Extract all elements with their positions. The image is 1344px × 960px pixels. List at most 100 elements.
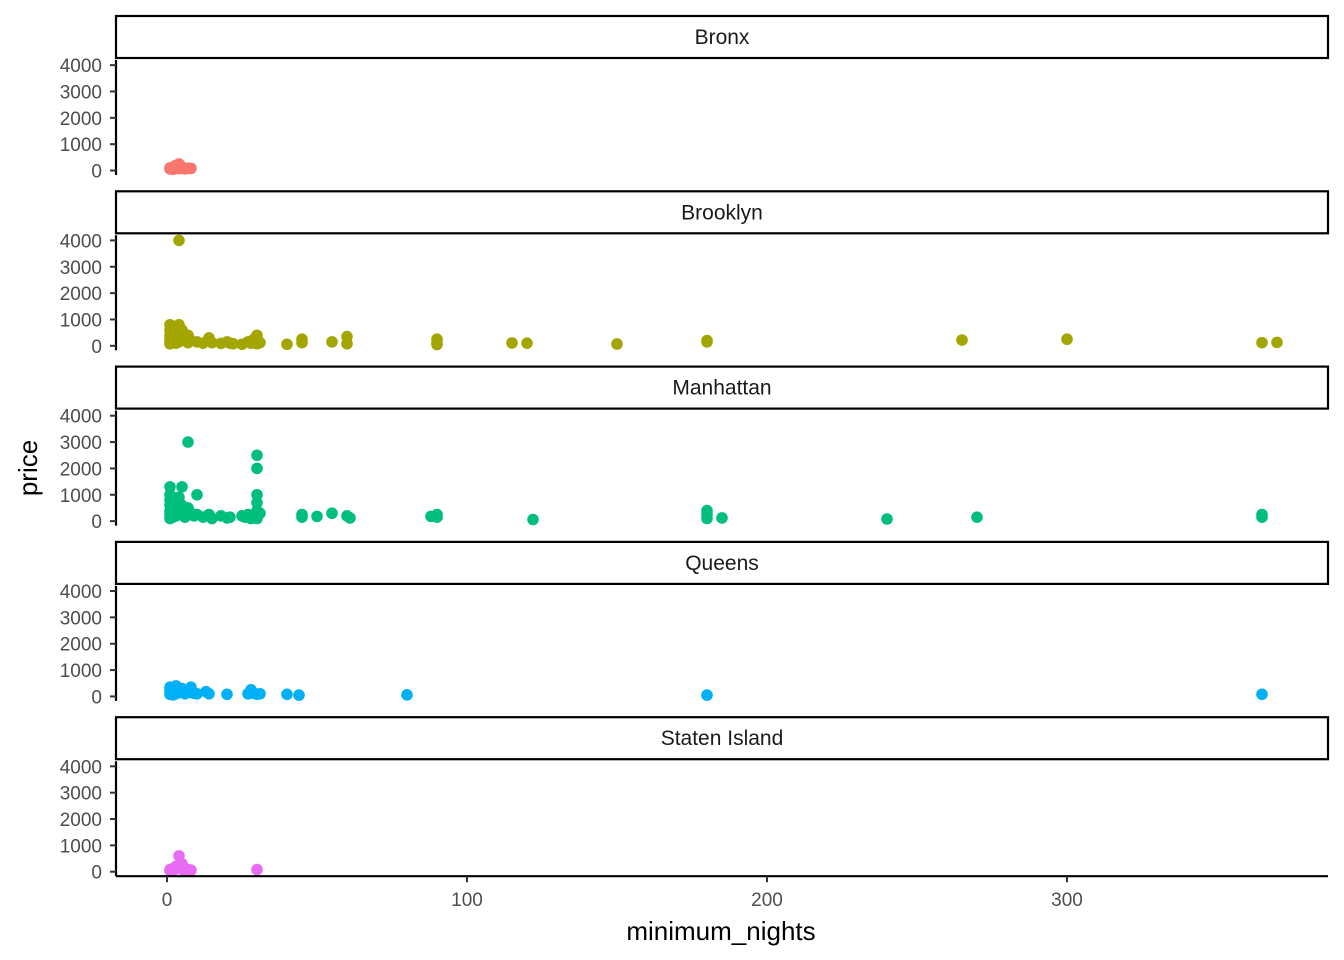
data-points-brooklyn <box>164 234 1283 351</box>
facet-panel-manhattan: Manhattan 0 1000 2000 3000 4000 <box>60 365 1330 533</box>
x-tick-label: 0 <box>162 890 173 911</box>
data-point <box>521 337 533 349</box>
x-tick-label: 200 <box>751 890 783 911</box>
data-point <box>431 338 443 351</box>
y-tick-label: 3000 <box>60 258 102 279</box>
data-point <box>701 689 713 701</box>
data-point <box>176 481 188 493</box>
data-point <box>344 512 356 524</box>
y-tick-label: 1000 <box>60 836 102 857</box>
data-point <box>701 336 713 348</box>
data-point <box>281 338 293 351</box>
data-points-queens <box>164 680 1268 701</box>
y-tick-label: 1000 <box>60 661 102 682</box>
data-point <box>254 336 266 349</box>
data-point <box>611 338 623 350</box>
facet-strip <box>114 540 1330 586</box>
data-point <box>341 337 353 350</box>
data-point <box>1061 333 1073 346</box>
facet-panel-staten-island: Staten Island 0 1000 2000 3000 4000 <box>60 716 1330 884</box>
x-axis: 0 100 200 300 <box>116 875 1328 911</box>
data-point <box>296 336 308 349</box>
y-tick-label: 0 <box>91 512 102 533</box>
data-point <box>326 507 338 520</box>
data-point <box>281 688 293 701</box>
data-point <box>701 512 713 525</box>
x-axis-title: minimum_nights <box>626 916 815 946</box>
y-tick-label: 2000 <box>60 284 102 305</box>
data-point <box>956 334 968 346</box>
y-tick-label: 4000 <box>60 407 102 428</box>
data-point <box>191 687 203 700</box>
facet-strip <box>114 716 1330 761</box>
data-point <box>191 488 203 501</box>
data-point <box>506 337 518 349</box>
data-point <box>185 864 197 876</box>
y-tick-label: 2000 <box>60 810 102 831</box>
data-point <box>182 436 194 448</box>
data-point <box>881 513 893 525</box>
data-point <box>206 336 218 349</box>
data-point <box>254 687 266 700</box>
data-point <box>227 337 239 350</box>
facet-strip-label: Brooklyn <box>681 201 763 224</box>
data-point <box>224 511 236 523</box>
data-point <box>221 688 233 701</box>
y-tick-label: 3000 <box>60 784 102 805</box>
data-point <box>203 687 215 700</box>
y-tick-label: 4000 <box>60 582 102 603</box>
facet-panels: Bronx 0 1000 2000 3000 4000 Brooklyn 0 1000 2000 3… <box>60 14 1330 884</box>
data-points-bronx <box>164 158 197 176</box>
y-tick-label: 0 <box>91 337 102 358</box>
data-point <box>296 511 308 523</box>
y-tick-label: 4000 <box>60 56 102 77</box>
data-point <box>1256 688 1268 701</box>
facet-panel-brooklyn: Brooklyn 0 1000 2000 3000 4000 <box>60 190 1330 358</box>
y-tick-label: 3000 <box>60 608 102 629</box>
y-tick-label: 3000 <box>60 433 102 454</box>
data-point <box>1256 336 1268 349</box>
facet-strip <box>114 14 1330 60</box>
facet-strip-label: Bronx <box>695 26 750 49</box>
facet-panel-bronx: Bronx 0 1000 2000 3000 4000 <box>60 14 1330 183</box>
facet-strip <box>114 190 1330 235</box>
data-point <box>716 512 728 524</box>
data-point <box>251 863 263 876</box>
y-tick-label: 4000 <box>60 231 102 252</box>
y-tick-label: 2000 <box>60 459 102 480</box>
y-tick-label: 0 <box>91 162 102 183</box>
data-points-manhattan <box>164 436 1268 526</box>
data-point <box>293 689 305 701</box>
data-point <box>1256 511 1268 523</box>
data-point <box>1271 336 1283 349</box>
facet-strip <box>114 365 1330 410</box>
y-tick-label: 1000 <box>60 486 102 507</box>
y-tick-label: 0 <box>91 863 102 884</box>
data-point <box>251 449 263 462</box>
data-point <box>971 511 983 523</box>
facet-strip-label: Queens <box>685 552 759 575</box>
x-tick-label: 100 <box>451 890 483 911</box>
data-point <box>254 507 266 520</box>
facet-strip-label: Manhattan <box>672 377 771 400</box>
data-point <box>185 162 197 175</box>
data-point <box>431 511 443 523</box>
y-tick-label: 1000 <box>60 310 102 331</box>
data-point <box>173 234 185 247</box>
data-point <box>527 513 539 526</box>
data-point <box>206 512 218 525</box>
facet-panel-queens: Queens 0 1000 2000 3000 4000 <box>60 540 1330 708</box>
data-point <box>251 462 263 475</box>
y-tick-label: 3000 <box>60 82 102 103</box>
y-axis-title: price <box>13 440 43 496</box>
data-point <box>326 336 338 348</box>
y-tick-label: 1000 <box>60 135 102 156</box>
y-tick-label: 2000 <box>60 109 102 130</box>
data-point <box>311 510 323 523</box>
y-tick-label: 0 <box>91 687 102 708</box>
y-tick-label: 4000 <box>60 757 102 778</box>
x-tick-label: 300 <box>1051 890 1083 911</box>
data-point <box>401 689 413 701</box>
y-tick-label: 2000 <box>60 635 102 656</box>
